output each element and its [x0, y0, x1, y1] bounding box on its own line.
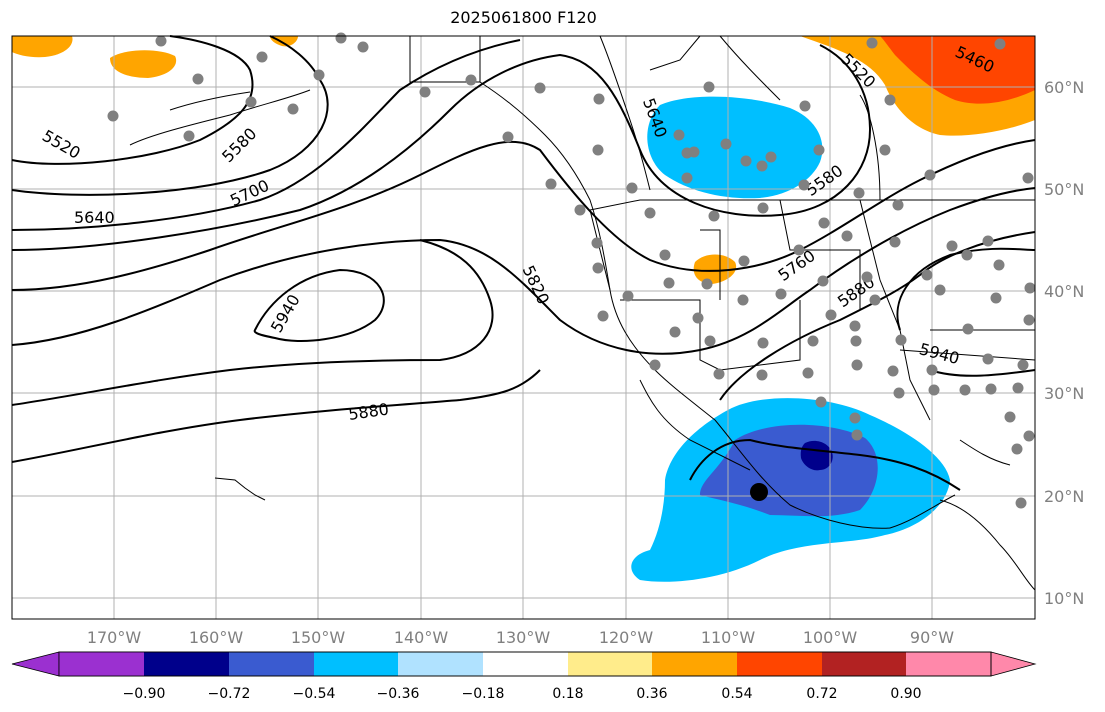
colorbar-tick: 0.54 — [721, 686, 752, 702]
colorbar-tick: −0.18 — [462, 686, 505, 702]
colorbar-bin — [144, 652, 229, 676]
colorbar-tick: 0.36 — [636, 686, 667, 702]
map-panel: 5520 5580 5640 5700 5940 5880 5820 5640 … — [11, 32, 1036, 620]
negative-anomaly-canada — [647, 96, 823, 199]
lon-label: 90°W — [910, 628, 954, 647]
height-contours — [11, 35, 1036, 491]
colorbar-tick: −0.36 — [377, 686, 420, 702]
colorbar-bin — [822, 652, 906, 676]
colorbar-bin — [652, 652, 737, 676]
station-markers — [107, 32, 1036, 509]
lon-label: 140°W — [394, 628, 449, 647]
lon-label: 170°W — [87, 628, 142, 647]
lon-label: 130°W — [496, 628, 551, 647]
lat-label: 50°N — [1044, 180, 1084, 199]
lat-label: 20°N — [1044, 487, 1084, 506]
colorbar-bin — [568, 652, 652, 676]
negative-anomaly-core — [800, 440, 833, 471]
lon-label: 100°W — [803, 628, 858, 647]
colorbar — [11, 651, 1037, 677]
colorbar-tick: −0.72 — [208, 686, 251, 702]
colorbar-tick: 0.90 — [890, 686, 921, 702]
colorbar-extend-right — [990, 651, 1037, 677]
colorbar-tick: −0.90 — [123, 686, 166, 702]
positive-anomaly-nw-1 — [12, 36, 73, 58]
longitude-labels: 170°W 160°W 150°W 140°W 130°W 120°W 110°… — [87, 628, 954, 647]
positive-anomaly-nw-2 — [110, 50, 177, 78]
negative-anomaly-mid — [700, 424, 878, 517]
colorbar-tick: 0.18 — [552, 686, 583, 702]
lon-label: 120°W — [599, 628, 654, 647]
latitude-labels: 60°N 50°N 40°N 30°N 20°N 10°N — [1044, 78, 1084, 608]
lat-label: 30°N — [1044, 384, 1084, 403]
lat-label: 40°N — [1044, 282, 1084, 301]
lon-label: 110°W — [701, 628, 756, 647]
colorbar-bin — [906, 652, 991, 676]
colorbar-bin — [314, 652, 398, 676]
positive-anomaly-central — [693, 254, 737, 284]
colorbar-bin — [483, 652, 568, 676]
storm-center-marker — [750, 483, 768, 501]
colorbar-extend-left — [11, 651, 60, 677]
lon-label: 150°W — [291, 628, 346, 647]
colorbar-tick: −0.54 — [293, 686, 336, 702]
colorbar-bin — [229, 652, 314, 676]
lat-label: 60°N — [1044, 78, 1084, 97]
colorbar-tick: 0.72 — [806, 686, 837, 702]
colorbar-bin — [398, 652, 483, 676]
colorbar-ticks: −0.90 −0.72 −0.54 −0.36 −0.18 0.18 0.36 … — [123, 686, 922, 702]
map-title: 2025061800 F120 — [450, 8, 597, 27]
colorbar-bin — [737, 652, 822, 676]
lat-label: 10°N — [1044, 589, 1084, 608]
lon-label: 160°W — [189, 628, 244, 647]
contour-label: 5640 — [74, 208, 115, 227]
